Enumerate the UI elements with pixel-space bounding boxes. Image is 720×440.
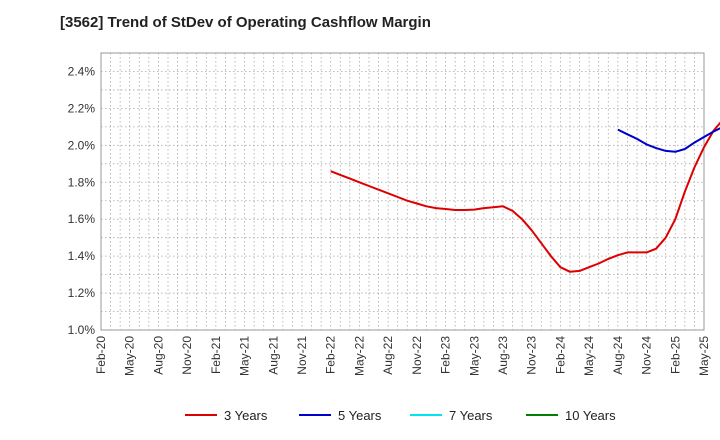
x-tick-label: Aug-20 <box>151 336 165 375</box>
axes: 1.0% 1.2% 1.4% 1.6% 1.8% 2.0% 2.2% 2.4% Feb-20 Ma… <box>68 64 711 376</box>
x-tick-label: Feb-24 <box>553 336 567 374</box>
x-tick-label: May-24 <box>582 336 596 376</box>
x-tick-label: May-21 <box>238 336 252 376</box>
legend-7-years-label: 7 Years <box>449 408 493 423</box>
legend-5-years-label: 5 Years <box>338 408 382 423</box>
x-tick-label: May-23 <box>467 336 481 376</box>
series-line-5-years <box>617 127 720 153</box>
x-tick-label: Feb-25 <box>668 336 682 374</box>
y-tick-label: 1.6% <box>68 212 96 226</box>
x-tick-label: Feb-23 <box>439 336 453 374</box>
y-tick-label: 1.2% <box>68 286 96 300</box>
x-tick-label: Aug-23 <box>496 336 510 375</box>
y-tick-label: 1.8% <box>68 175 96 189</box>
x-tick-label: May-22 <box>352 336 366 376</box>
series-line-3-years <box>330 121 720 273</box>
x-tick-label: Nov-23 <box>525 336 539 375</box>
y-tick-label: 1.0% <box>68 323 96 337</box>
x-tick-label: Feb-21 <box>209 336 223 374</box>
x-tick-label: May-20 <box>123 336 137 376</box>
x-tick-label: Aug-21 <box>266 336 280 375</box>
x-tick-label: Nov-21 <box>295 336 309 375</box>
series-lines <box>330 121 720 273</box>
x-tick-label: Feb-22 <box>324 336 338 374</box>
grid-lines <box>100 52 705 331</box>
x-tick-label: May-25 <box>697 336 711 376</box>
x-tick-label: Aug-24 <box>611 336 625 375</box>
x-tick-label: Nov-22 <box>410 336 424 375</box>
y-tick-label: 2.4% <box>68 64 96 78</box>
legend-10-years-label: 10 Years <box>565 408 616 423</box>
x-tick-label: Aug-22 <box>381 336 395 375</box>
plot-area <box>100 52 705 331</box>
y-tick-label: 1.4% <box>68 249 96 263</box>
y-tick-label: 2.2% <box>68 101 96 115</box>
x-tick-label: Feb-20 <box>94 336 108 374</box>
chart-title: [3562] Trend of StDev of Operating Cashf… <box>60 14 431 31</box>
y-tick-label: 2.0% <box>68 138 96 152</box>
x-tick-label: Nov-24 <box>640 336 654 375</box>
legend-3-years-label: 3 Years <box>224 408 268 423</box>
x-tick-label: Nov-20 <box>180 336 194 375</box>
legend: 3 Years 5 Years 7 Years 10 Years <box>185 408 616 423</box>
